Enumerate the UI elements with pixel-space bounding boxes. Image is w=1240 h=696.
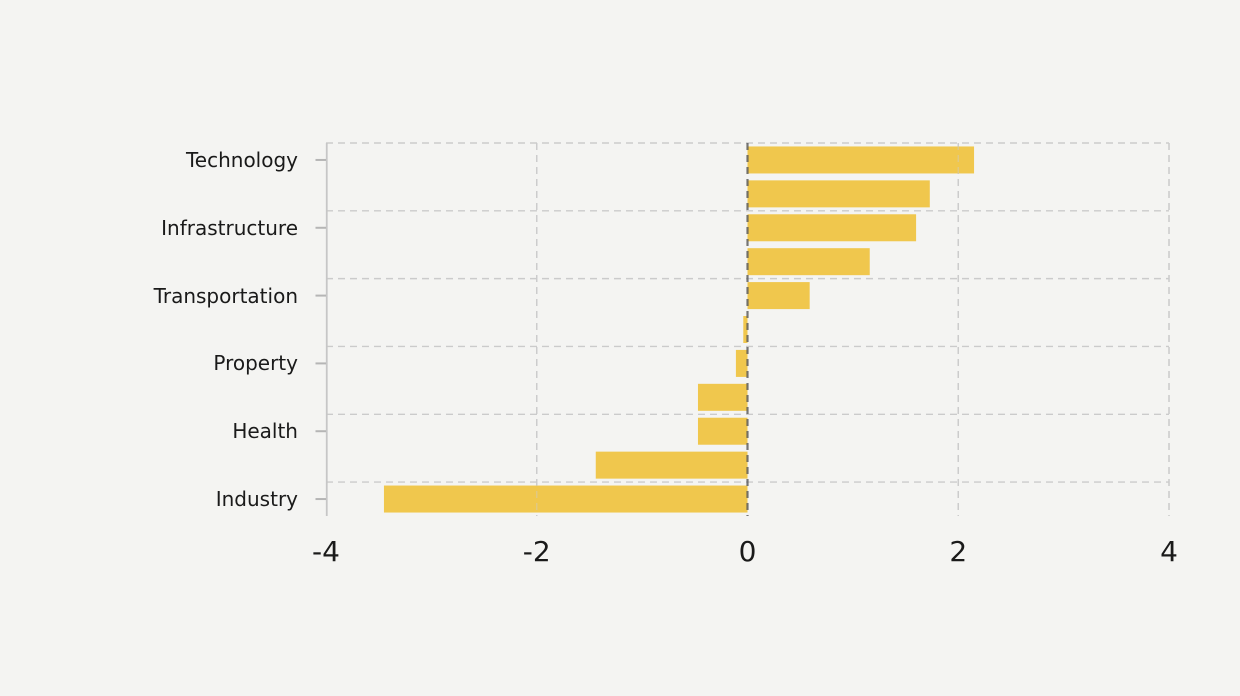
bar-chart xyxy=(315,142,1170,516)
x-label-4: 4 xyxy=(1160,535,1178,568)
y-label-transportation: Transportation xyxy=(153,283,298,308)
bar-infrastructure xyxy=(747,214,917,242)
y-label-property: Property xyxy=(213,351,298,376)
x-label--4: -4 xyxy=(312,535,340,568)
bar-property xyxy=(735,349,748,377)
bar-unlabeled xyxy=(697,383,748,411)
bar-unlabeled xyxy=(743,316,748,343)
bar-unlabeled xyxy=(747,248,870,276)
bar-technology xyxy=(747,146,975,174)
plot-area xyxy=(315,142,1170,516)
bar-unlabeled xyxy=(747,180,930,208)
x-label--2: -2 xyxy=(522,535,551,568)
x-label-0: 0 xyxy=(738,535,757,568)
y-label-health: Health xyxy=(232,419,298,444)
y-label-technology: Technology xyxy=(185,147,298,172)
y-label-infrastructure: Infrastructure xyxy=(161,215,298,240)
bar-transportation xyxy=(747,282,810,310)
bar-health xyxy=(697,417,748,445)
x-label-2: 2 xyxy=(949,535,968,568)
bar-unlabeled xyxy=(595,451,748,479)
bar-industry xyxy=(383,485,748,513)
y-label-industry: Industry xyxy=(215,487,298,512)
